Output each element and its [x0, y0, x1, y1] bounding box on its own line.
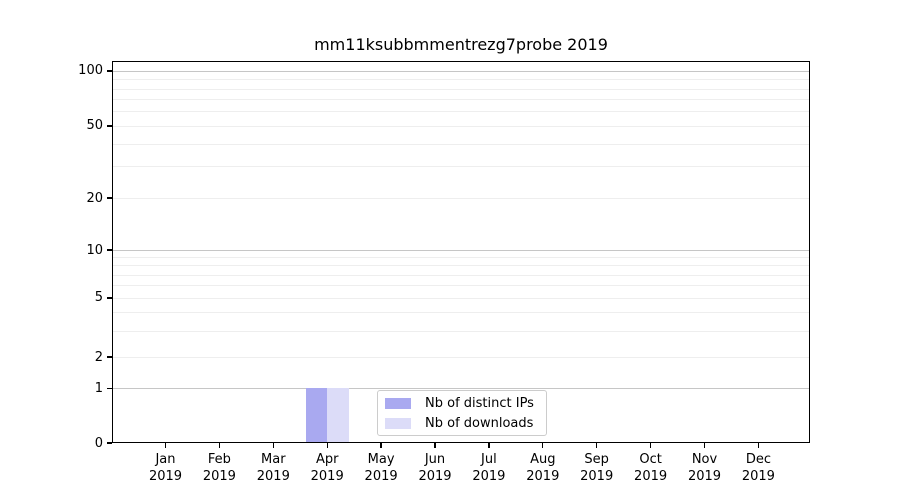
gridline-minor: [112, 166, 810, 168]
legend: Nb of distinct IPs Nb of downloads: [377, 390, 547, 436]
y-tick-label: 100: [78, 63, 103, 79]
legend-label-distinct-ips: Nb of distinct IPs: [425, 395, 534, 411]
gridline-minor: [112, 99, 810, 101]
x-tick-label: Nov 2019: [687, 452, 722, 484]
y-tick-label: 20: [86, 190, 103, 206]
gridline-minor: [112, 265, 810, 267]
x-tick-mark: [218, 443, 221, 448]
y-tick-mark: [107, 297, 112, 299]
x-tick-mark: [757, 443, 760, 448]
x-tick-mark: [164, 443, 167, 448]
x-tick-label: Apr 2019: [310, 452, 344, 484]
y-tick-label: 50: [86, 118, 103, 134]
gridline-minor: [112, 285, 810, 287]
gridline-minor: [112, 79, 810, 81]
gridline-major: [112, 70, 810, 72]
y-tick-mark: [107, 197, 112, 199]
gridline-minor: [112, 88, 810, 90]
x-tick-label: Dec 2019: [741, 452, 775, 484]
x-tick-label: Feb 2019: [202, 452, 236, 484]
x-tick-label: Mar 2019: [256, 452, 290, 484]
chart-title: mm11ksubbmmentrezg7probe 2019: [314, 35, 608, 54]
gridline-major: [112, 388, 810, 390]
x-tick-mark: [326, 443, 328, 448]
x-tick-mark: [542, 443, 544, 448]
bar-nb-of-downloads: [327, 388, 349, 443]
x-tick-label: Oct 2019: [634, 452, 668, 484]
gridline-minor: [112, 330, 810, 332]
y-tick-mark: [107, 356, 112, 358]
legend-item-downloads: Nb of downloads: [385, 413, 546, 433]
x-tick-label: Sep 2019: [580, 452, 614, 484]
x-tick-label: Jul 2019: [472, 452, 506, 484]
gridline-minor: [112, 274, 810, 276]
x-tick-label: Jun 2019: [418, 452, 452, 484]
y-tick-mark: [107, 70, 112, 72]
y-tick-mark: [107, 249, 112, 251]
x-tick-mark: [272, 443, 274, 448]
gridline-minor: [112, 312, 810, 314]
gridline-major: [112, 125, 810, 127]
legend-swatch-distinct-ips: [385, 397, 411, 409]
x-tick-label: Aug 2019: [526, 452, 560, 484]
y-tick-label: 2: [94, 349, 103, 365]
gridline-major: [112, 198, 810, 200]
gridline-minor: [112, 111, 810, 113]
x-tick-mark: [488, 443, 490, 448]
gridline-minor: [112, 257, 810, 259]
legend-item-distinct-ips: Nb of distinct IPs: [385, 393, 546, 413]
y-tick-label: 5: [94, 290, 103, 306]
y-tick-mark: [107, 442, 112, 444]
y-tick-mark: [107, 387, 112, 390]
gridline-minor: [112, 143, 810, 145]
x-tick-mark: [596, 443, 598, 448]
y-tick-label: 0: [94, 435, 103, 451]
x-tick-mark: [703, 443, 706, 448]
y-tick-mark: [107, 125, 112, 127]
x-tick-mark: [649, 443, 652, 448]
legend-swatch-downloads: [385, 417, 411, 429]
gridline-major: [112, 297, 810, 299]
x-tick-mark: [380, 443, 382, 448]
plot-area: [112, 61, 810, 443]
gridline-major: [112, 250, 810, 252]
y-tick-label: 10: [86, 242, 103, 258]
x-tick-label: May 2019: [364, 452, 398, 484]
x-tick-mark: [434, 443, 436, 448]
y-tick-label: 1: [94, 380, 103, 396]
gridline-major: [112, 357, 810, 359]
bar-nb-of-distinct-ips: [305, 388, 328, 443]
x-tick-label: Jan 2019: [148, 452, 183, 484]
legend-label-downloads: Nb of downloads: [425, 415, 534, 431]
